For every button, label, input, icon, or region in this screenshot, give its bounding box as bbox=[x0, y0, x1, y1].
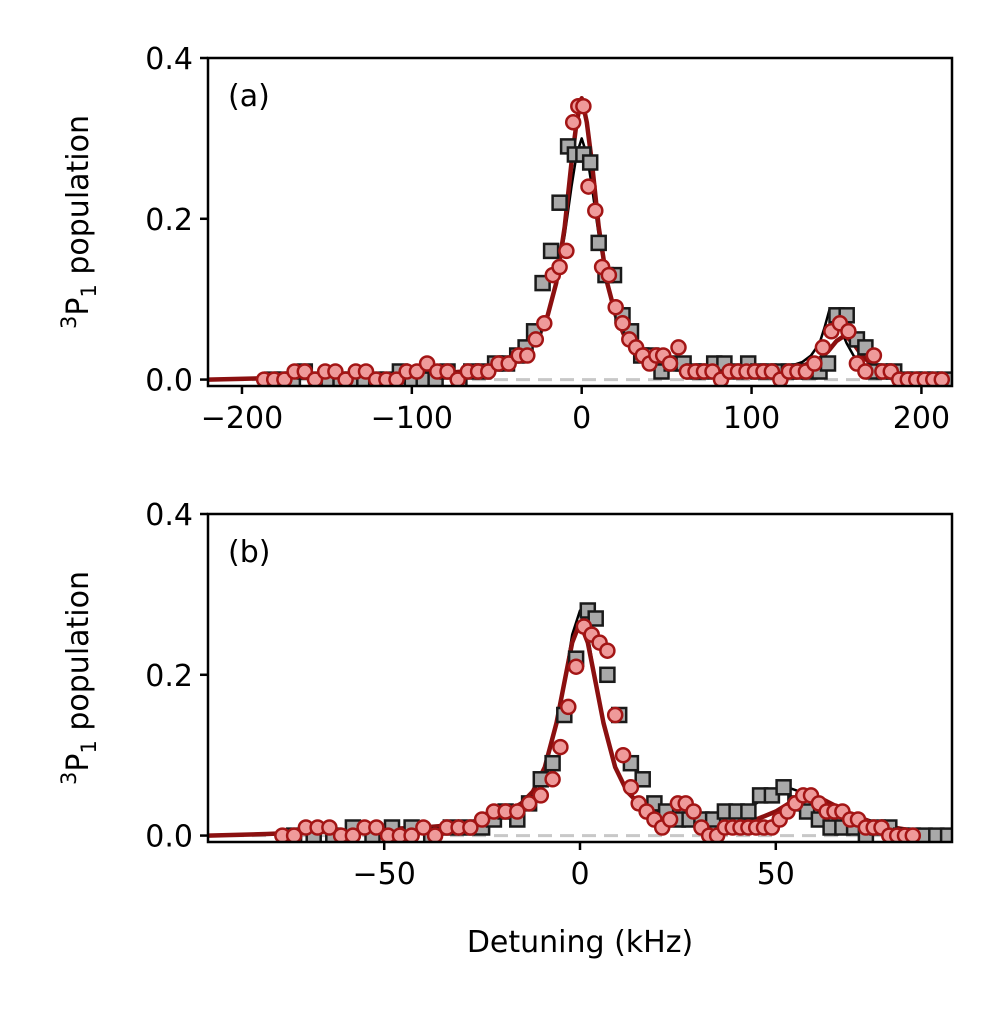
data-point-circle bbox=[560, 698, 577, 716]
data-point-circle bbox=[426, 827, 444, 842]
y-axis-title-main: P bbox=[61, 754, 96, 772]
data-point-circle bbox=[580, 178, 597, 195]
y-axis-title-sub: 1 bbox=[77, 740, 101, 753]
data-point-circle bbox=[622, 779, 640, 796]
data-point-square bbox=[542, 242, 560, 260]
data-point-circle bbox=[285, 827, 303, 842]
data-point-circle bbox=[536, 315, 553, 332]
x-axis-title: Detuning (kHz) bbox=[467, 925, 693, 960]
data-point-square bbox=[819, 355, 837, 372]
data-point-square bbox=[544, 754, 561, 772]
data-point-circle bbox=[857, 363, 874, 380]
data-point-circle bbox=[527, 331, 545, 348]
data-point-circle bbox=[564, 114, 582, 131]
y-tick-label: 0.0 bbox=[145, 820, 193, 855]
y-tick-label: 0.4 bbox=[145, 498, 193, 533]
fit-line-black bbox=[208, 609, 952, 837]
axes-frame bbox=[206, 512, 954, 844]
data-point-circle bbox=[519, 347, 536, 364]
data-point-circle bbox=[532, 787, 550, 804]
data-point-circle bbox=[415, 819, 432, 836]
x-tick-label: −50 bbox=[353, 857, 416, 892]
data-point-circle bbox=[509, 803, 526, 820]
data-point-square bbox=[740, 803, 757, 820]
data-point-square bbox=[634, 771, 651, 788]
data-point-circle bbox=[321, 819, 338, 836]
data-point-square bbox=[551, 194, 568, 211]
data-point-circle bbox=[587, 202, 604, 219]
data-point-circle bbox=[403, 827, 420, 842]
data-point-circle bbox=[607, 298, 624, 316]
data-point-circle bbox=[670, 339, 687, 356]
data-point-circle bbox=[558, 242, 575, 260]
panel-b: −50 0 50 0.0 0.2 0.4 (b) 3P1 population Detuning… bbox=[57, 498, 954, 960]
data-point-circle bbox=[544, 771, 561, 788]
data-point-circle bbox=[614, 315, 631, 332]
data-point-square bbox=[590, 234, 607, 252]
data-point-circle bbox=[567, 658, 585, 675]
data-point-circle bbox=[904, 827, 922, 842]
panel-label: (b) bbox=[228, 535, 270, 570]
x-tick-label: 100 bbox=[723, 401, 780, 436]
y-tick-label: 0.0 bbox=[145, 364, 193, 399]
data-point-circle bbox=[661, 355, 679, 372]
x-tick-label: 200 bbox=[893, 401, 950, 436]
panel-a: −200 −100 0 100 200 0.0 0.2 0.4 (a) 3P1 populatio… bbox=[57, 42, 954, 436]
plot-area bbox=[208, 602, 952, 842]
y-tick-label: 0.4 bbox=[145, 42, 193, 77]
y-axis-title-sub: 1 bbox=[77, 284, 101, 297]
data-point-circle bbox=[600, 266, 618, 284]
data-point-circle bbox=[840, 323, 857, 340]
data-point-circle bbox=[599, 642, 616, 659]
data-point-square bbox=[775, 779, 792, 796]
x-tick-label: −200 bbox=[201, 401, 283, 436]
y-tick-label: 0.2 bbox=[145, 203, 193, 238]
y-axis-title-rest: population bbox=[61, 115, 96, 284]
data-point-circle bbox=[551, 258, 568, 276]
y-tick-label: 0.2 bbox=[145, 659, 193, 694]
y-axis-title-sup: 3 bbox=[57, 772, 81, 785]
fit-line-black bbox=[208, 137, 952, 381]
data-point-circle bbox=[520, 795, 538, 812]
y-axis-title: 3P1 population bbox=[57, 571, 101, 785]
y-axis-title-rest: population bbox=[61, 571, 96, 740]
y-axis-title: 3P1 population bbox=[57, 115, 101, 329]
x-tick-label: 50 bbox=[757, 857, 795, 892]
data-point-circle bbox=[814, 339, 832, 356]
x-tick-label: 0 bbox=[570, 857, 589, 892]
y-axis-title-sup: 3 bbox=[57, 316, 81, 329]
x-tick-label: 0 bbox=[572, 401, 591, 436]
data-point-square bbox=[939, 827, 952, 842]
data-point-square bbox=[599, 666, 616, 684]
data-point-circle bbox=[552, 738, 569, 756]
data-point-circle bbox=[606, 706, 624, 724]
data-point-circle bbox=[865, 347, 883, 364]
data-point-square bbox=[581, 154, 599, 171]
axes-frame bbox=[206, 56, 954, 388]
data-point-circle bbox=[933, 371, 951, 386]
data-point-circle bbox=[462, 819, 479, 836]
data-point-circle bbox=[344, 827, 362, 842]
y-axis-title-main: P bbox=[61, 298, 96, 316]
data-point-circle bbox=[368, 819, 385, 836]
data-point-circle bbox=[661, 811, 679, 828]
panel-label: (a) bbox=[228, 79, 270, 114]
data-point-circle bbox=[473, 811, 491, 828]
data-point-circle bbox=[575, 97, 592, 115]
x-tick-label: −100 bbox=[371, 401, 453, 436]
data-point-circle bbox=[806, 355, 823, 372]
data-point-square bbox=[587, 610, 604, 627]
data-point-circle bbox=[685, 803, 702, 820]
plot-area bbox=[208, 95, 952, 386]
data-point-circle bbox=[614, 746, 632, 764]
